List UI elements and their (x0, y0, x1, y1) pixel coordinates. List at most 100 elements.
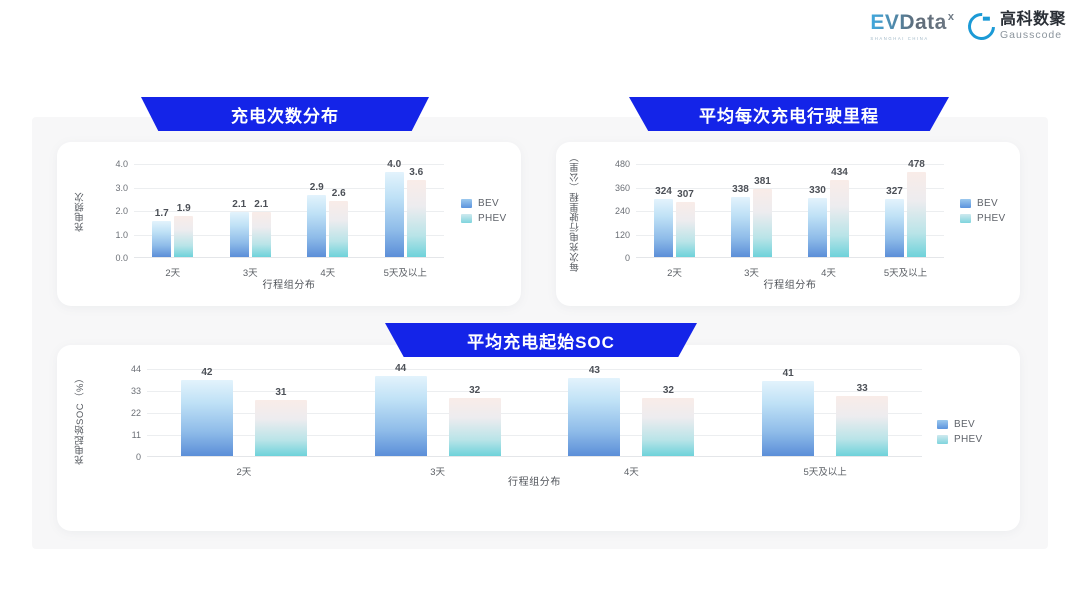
y-axis-tick: 1.0 (115, 229, 128, 240)
evdata-logo-row: EVData x (870, 11, 954, 34)
chart-title-banner-avg-start-soc: 平均充电起始SOC (385, 323, 697, 357)
bar-phev[interactable]: 33 (836, 369, 889, 456)
gausscode-name-en: Gausscode (999, 29, 1063, 42)
bar-phev[interactable]: 31 (254, 369, 307, 456)
bar-fill (152, 220, 172, 257)
x-axis-label: 行程组分布 (262, 280, 316, 291)
bar-fill (731, 196, 750, 257)
bar-fill (374, 376, 427, 456)
chart-title-banner-charging-frequency: 充电次数分布 (141, 97, 429, 131)
bar-phev[interactable]: 307 (676, 164, 695, 257)
bar-bev[interactable]: 2.1 (229, 164, 249, 257)
legend-item-bev[interactable]: BEV (937, 419, 982, 430)
bar-bev[interactable]: 42 (180, 366, 233, 456)
bar-phev[interactable]: 3.6 (406, 164, 426, 257)
gausscode-mark-icon (962, 7, 1001, 46)
legend-item-phev[interactable]: PHEV (461, 213, 506, 224)
x-axis-tick: 3天 (744, 268, 759, 279)
legend-swatch-icon (461, 199, 472, 208)
bar-bev[interactable]: 44 (374, 363, 427, 456)
x-axis-tick: 4天 (320, 268, 336, 279)
legend-label: PHEV (478, 213, 507, 224)
plot-area: 1.7 1.9 2.1 2.1 2.9 2.6 4.0 3.6 (134, 159, 444, 258)
bar-value-label: 330 (809, 185, 826, 197)
bar-phev[interactable]: 32 (642, 369, 695, 456)
bar-group: 44 32 (341, 363, 535, 456)
bar-value-label: 31 (275, 386, 287, 398)
bar-value-label: 324 (655, 186, 672, 198)
bar-phev[interactable]: 2.6 (329, 164, 349, 257)
gridline (636, 164, 944, 165)
bar-fill (762, 381, 815, 456)
evdata-superscript-icon: x (947, 11, 954, 23)
evdata-tagline: SHANGHAI CHINA (870, 36, 929, 41)
bar-value-label: 32 (662, 384, 674, 396)
gridline (636, 211, 944, 212)
y-axis-tick: 3.0 (115, 182, 128, 193)
legend-label: BEV (977, 198, 998, 209)
evdata-wordmark: EVData (870, 11, 947, 34)
bar-fill (836, 396, 889, 456)
bar-bev[interactable]: 338 (731, 164, 750, 257)
gridline (134, 164, 444, 165)
bar-fill (254, 399, 307, 456)
bar-bev[interactable]: 330 (808, 164, 827, 257)
bar-bev[interactable]: 1.7 (152, 164, 172, 257)
bar-bev[interactable]: 41 (762, 368, 815, 456)
y-axis-tick: 0 (624, 253, 630, 263)
bar-bev[interactable]: 43 (568, 365, 621, 456)
bar-fill (676, 202, 695, 257)
chart-legend: BEV PHEV (937, 419, 982, 445)
x-axis-tick: 4天 (623, 467, 639, 478)
bar-value-label: 1.7 (154, 207, 169, 219)
bar-phev[interactable]: 2.1 (251, 164, 271, 257)
legend-swatch-icon (960, 214, 971, 223)
y-axis-label: 充电频次 (75, 192, 86, 232)
bar-phev[interactable]: 434 (830, 164, 849, 257)
chart-charging-frequency: 充电频次 1.7 1.9 2.1 2.1 2.9 2.6 4.0 3.6 0.0 1.0 2.0 3.0… (57, 142, 521, 306)
bar-value-label: 43 (588, 364, 600, 376)
y-axis-tick: 0.0 (115, 253, 128, 263)
bar-value-label: 42 (201, 366, 213, 378)
bar-phev[interactable]: 32 (448, 369, 501, 456)
y-axis-label-line2: （%） (75, 373, 86, 403)
plot-area: 324 307 338 381 330 434 327 478 (636, 159, 944, 258)
bar-fill (830, 179, 849, 257)
header-logo-bar: EVData x SHANGHAI CHINA 高科数聚 Gausscode (870, 7, 1066, 46)
bar-fill (642, 397, 695, 456)
bar-phev[interactable]: 478 (907, 159, 926, 257)
bar-bev[interactable]: 4.0 (384, 159, 404, 257)
bar-value-label: 327 (886, 185, 903, 197)
y-axis-label-line1: 每次充电行驶里程 (570, 192, 581, 272)
legend-item-bev[interactable]: BEV (461, 198, 506, 209)
bar-fill (180, 379, 233, 456)
x-axis-tick: 2天 (165, 268, 181, 279)
y-axis-tick: 120 (614, 229, 630, 240)
bar-bev[interactable]: 324 (654, 164, 673, 257)
bar-value-label: 2.1 (254, 199, 269, 211)
y-axis-label: 每次充电行驶里程 （公里） (570, 152, 582, 272)
bar-value-label: 434 (831, 166, 848, 178)
bar-value-label: 338 (732, 183, 749, 195)
y-axis-tick: 360 (614, 182, 630, 193)
bar-fill (307, 195, 327, 257)
legend-item-phev[interactable]: PHEV (937, 434, 982, 445)
bar-group: 338 381 (713, 164, 790, 257)
x-axis-tick: 4天 (821, 268, 836, 279)
bar-group: 2.9 2.6 (289, 164, 367, 257)
bar-value-label: 41 (782, 368, 794, 380)
bar-value-label: 33 (856, 383, 868, 394)
bar-bev[interactable]: 327 (885, 164, 904, 257)
bar-bev[interactable]: 2.9 (307, 164, 327, 257)
bar-phev[interactable]: 1.9 (174, 164, 194, 257)
bar-fill (229, 212, 249, 257)
x-axis-tick: 5天及以上 (883, 268, 928, 279)
legend-item-bev[interactable]: BEV (960, 198, 1005, 209)
legend-item-phev[interactable]: PHEV (960, 213, 1005, 224)
bar-value-label: 44 (395, 363, 407, 374)
chart-legend: BEV PHEV (960, 198, 1005, 224)
x-axis-tick: 2天 (667, 268, 682, 279)
bar-phev[interactable]: 381 (753, 164, 772, 257)
legend-swatch-icon (937, 420, 948, 429)
bar-fill (568, 377, 621, 456)
